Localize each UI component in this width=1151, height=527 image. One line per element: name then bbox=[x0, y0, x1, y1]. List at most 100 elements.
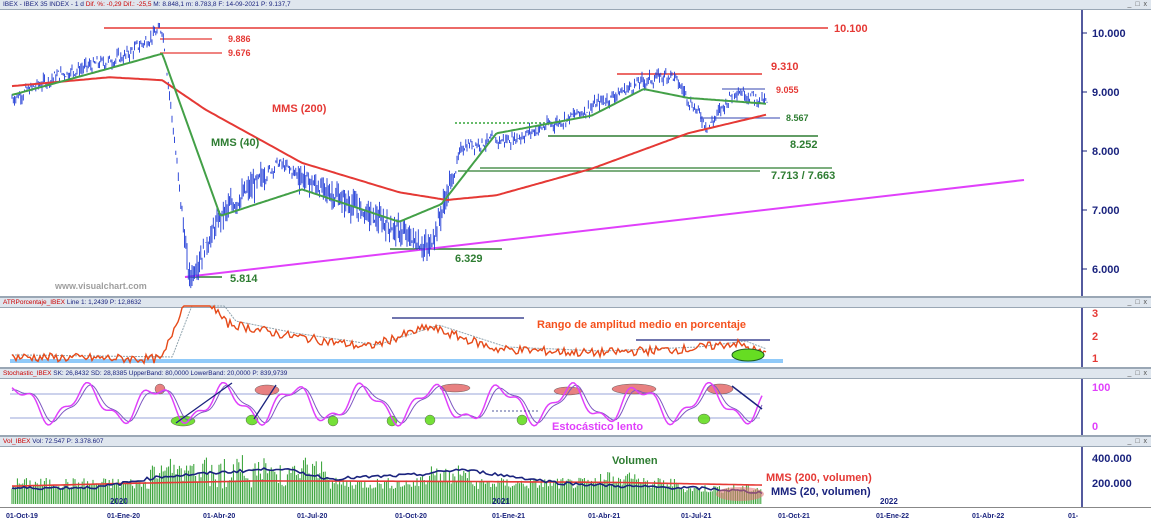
price-window-buttons[interactable]: _ □ x bbox=[1127, 1, 1148, 8]
price-bars bbox=[11, 22, 768, 289]
x-tick: 01-Oct-19 bbox=[6, 513, 38, 520]
stoch-panel: Stochastic_IBEX SK: 26,8432 SD: 28,8385 … bbox=[0, 369, 1151, 436]
price-panel-titlebar[interactable] bbox=[0, 0, 1151, 10]
price-chart[interactable]: 10.000 9.000 8.000 7.000 6.000 10.100 9.… bbox=[0, 0, 1151, 297]
x-axis: 01-Oct-19 01-Ene-20 01-Abr-20 01-Jul-20 … bbox=[0, 507, 1151, 527]
stoch-sk-line bbox=[11, 382, 763, 427]
stoch-window-buttons[interactable]: _ □ x bbox=[1127, 370, 1148, 377]
vol-panel-titlebar[interactable] bbox=[0, 437, 1151, 447]
year-label-2021: 2021 bbox=[492, 497, 510, 506]
x-tick: 01- bbox=[1068, 513, 1079, 520]
vol-ytick: 400.000 bbox=[1092, 453, 1132, 465]
vol-ytick: 200.000 bbox=[1092, 478, 1132, 490]
x-tick: 01-Ene-22 bbox=[876, 513, 910, 520]
atr-line bbox=[11, 304, 767, 365]
label-7713: 7.713 / 7.663 bbox=[771, 170, 835, 182]
vol-title-params: Vol: 72.547 P: 3.378.607 bbox=[32, 438, 104, 445]
volume-chart[interactable]: 400.000 200.000 Volumen MMS (200, volume… bbox=[0, 437, 1151, 507]
x-tick: 01-Oct-20 bbox=[395, 513, 427, 520]
stoch-signal-ellipse bbox=[439, 383, 471, 393]
price-ytick: 7.000 bbox=[1092, 205, 1120, 217]
panel-separator[interactable] bbox=[0, 367, 1151, 369]
x-tick: 01-Abr-22 bbox=[972, 513, 1005, 520]
label-5814: 5.814 bbox=[230, 273, 258, 285]
price-ytick: 6.000 bbox=[1092, 264, 1120, 276]
vol-mms200-line bbox=[12, 480, 763, 487]
stoch-annotation: Estocástico lento bbox=[552, 421, 643, 433]
panel-separator[interactable] bbox=[0, 435, 1151, 437]
stoch-panel-title: Stochastic_IBEX SK: 26,8432 SD: 28,8385 … bbox=[3, 370, 287, 377]
price-title-vals: M: 8.848,1 m: 8.783,8 F: 14-09-2021 P: 9… bbox=[153, 1, 291, 8]
atr-signal-line bbox=[12, 305, 767, 358]
x-tick: 01-Jul-20 bbox=[297, 513, 328, 520]
atr-title-name: ATRPorcentaje_IBEX bbox=[3, 299, 66, 306]
atr-title-params: Line 1: 1,2439 P: 12,8632 bbox=[66, 299, 142, 306]
vol-panel-title: Vol_IBEX Vol: 72.547 P: 3.378.607 bbox=[3, 438, 103, 445]
vol-annotation-volumen: Volumen bbox=[612, 455, 658, 467]
stoch-chart[interactable]: 100 0 Estocástico lento bbox=[0, 369, 1151, 436]
stoch-signal-ellipse bbox=[516, 414, 528, 426]
atr-window-buttons[interactable]: _ □ x bbox=[1127, 299, 1148, 306]
label-9676: 9.676 bbox=[228, 48, 251, 58]
vol-window-buttons[interactable]: _ □ x bbox=[1127, 438, 1148, 445]
price-ytick: 9.000 bbox=[1092, 87, 1120, 99]
atr-ytick: 3 bbox=[1092, 308, 1098, 320]
volume-panel: Vol_IBEX Vol: 72.547 P: 3.378.607 _ □ x … bbox=[0, 437, 1151, 507]
label-mms200: MMS (200) bbox=[272, 103, 327, 115]
mms40-line bbox=[11, 52, 767, 223]
atr-baseline-band bbox=[10, 359, 783, 363]
stoch-trend-1 bbox=[175, 382, 233, 424]
label-8567: 8.567 bbox=[786, 113, 809, 123]
x-tick: 01-Jul-21 bbox=[681, 513, 712, 520]
stoch-signal-ellipse bbox=[424, 414, 436, 426]
atr-annotation: Rango de amplitud medio en porcentaje bbox=[537, 319, 746, 331]
x-tick: 01-Abr-20 bbox=[203, 513, 236, 520]
x-tick: 01-Ene-21 bbox=[492, 513, 526, 520]
price-panel-title: IBEX - IBEX 35 INDEX - 1 d Dif. %: -0,29… bbox=[3, 1, 291, 8]
atr-panel-titlebar[interactable] bbox=[0, 298, 1151, 308]
label-9310: 9.310 bbox=[771, 61, 799, 73]
panel-separator[interactable] bbox=[0, 296, 1151, 298]
stoch-signal-ellipse bbox=[327, 415, 339, 427]
vol-mms20-line bbox=[11, 467, 763, 495]
mms200-line bbox=[11, 76, 767, 201]
atr-ytick: 1 bbox=[1092, 353, 1098, 365]
label-mms40: MMS (40) bbox=[211, 137, 260, 149]
stoch-panel-titlebar[interactable] bbox=[0, 369, 1151, 379]
price-ytick: 10.000 bbox=[1092, 28, 1126, 40]
label-8252: 8.252 bbox=[790, 139, 818, 151]
stoch-signal-ellipse bbox=[254, 384, 280, 396]
label-9886: 9.886 bbox=[228, 34, 251, 44]
trendline-support bbox=[184, 179, 1025, 278]
atr-chart[interactable]: 3 2 1 Rango de amplitud medio en porcent… bbox=[0, 298, 1151, 368]
stoch-ytick: 0 bbox=[1092, 421, 1098, 433]
x-tick: 01-Abr-21 bbox=[588, 513, 621, 520]
vol-annotation-mms20: MMS (20, volumen) bbox=[771, 486, 871, 498]
year-label-2020: 2020 bbox=[110, 497, 128, 506]
vol-highlight-ellipse bbox=[716, 487, 764, 501]
price-title-name: IBEX - IBEX 35 INDEX - 1 d bbox=[3, 1, 84, 8]
price-panel: IBEX - IBEX 35 INDEX - 1 d Dif. %: -0,29… bbox=[0, 0, 1151, 297]
atr-highlight-ellipse bbox=[731, 348, 765, 362]
stoch-ytick: 100 bbox=[1092, 382, 1110, 394]
x-tick: 01-Oct-21 bbox=[778, 513, 810, 520]
vol-title-name: Vol_IBEX bbox=[3, 438, 31, 445]
stoch-trend-3 bbox=[731, 385, 763, 410]
stoch-title-params: SK: 26,8432 SD: 28,8385 UpperBand: 80,00… bbox=[53, 370, 288, 377]
price-title-dif: Dif. %: -0,29 Dif.: -25,5 bbox=[85, 1, 152, 8]
price-ytick: 8.000 bbox=[1092, 146, 1120, 158]
label-6329: 6.329 bbox=[455, 253, 483, 265]
year-label-2022: 2022 bbox=[880, 497, 898, 506]
stoch-trend-2 bbox=[253, 384, 277, 420]
atr-panel: ATRPorcentaje_IBEX Line 1: 1,2439 P: 12,… bbox=[0, 298, 1151, 368]
label-9055: 9.055 bbox=[776, 85, 799, 95]
x-tick: 01-Ene-20 bbox=[107, 513, 141, 520]
vol-annotation-mms200: MMS (200, volumen) bbox=[766, 472, 872, 484]
stoch-signal-ellipse bbox=[697, 413, 711, 425]
stoch-ellipses bbox=[154, 383, 734, 427]
stoch-title-name: Stochastic_IBEX bbox=[3, 370, 52, 377]
label-10100: 10.100 bbox=[834, 23, 868, 35]
atr-panel-title: ATRPorcentaje_IBEX Line 1: 1,2439 P: 12,… bbox=[3, 299, 141, 306]
atr-ytick: 2 bbox=[1092, 331, 1098, 343]
watermark: www.visualchart.com bbox=[54, 281, 147, 291]
